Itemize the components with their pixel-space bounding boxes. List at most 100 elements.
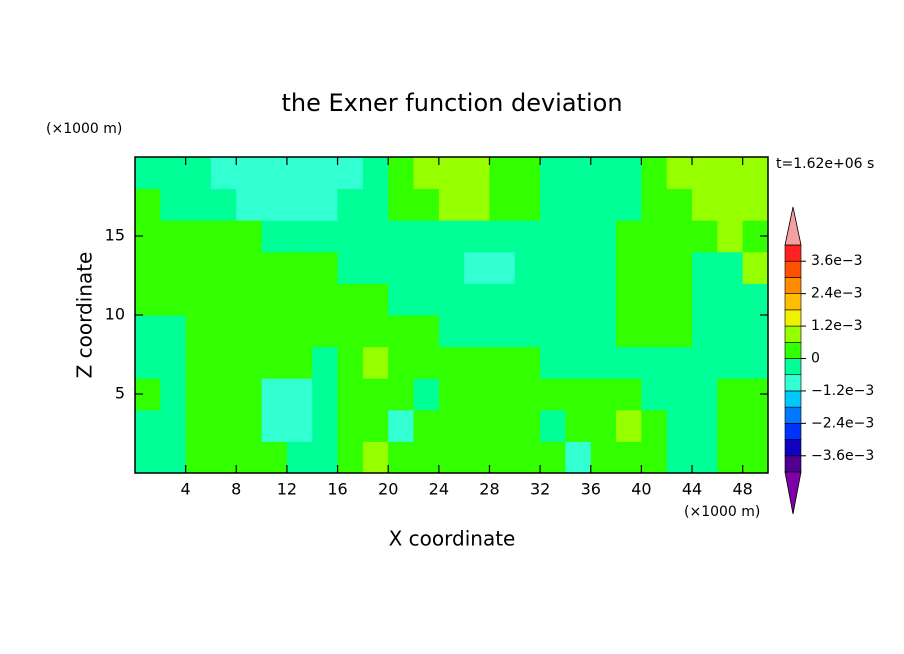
- x-tick-label: 32: [530, 480, 550, 499]
- contour-cell: [717, 157, 744, 190]
- contour-cell: [185, 315, 212, 348]
- contour-cell: [388, 220, 415, 253]
- contour-cell: [286, 315, 313, 348]
- contour-cell: [413, 315, 440, 348]
- contour-cell: [337, 315, 364, 348]
- time-label: t=1.62e+06 s: [776, 156, 874, 172]
- contour-cell: [286, 251, 313, 284]
- colorbar-box: [784, 358, 802, 376]
- contour-cell: [692, 441, 718, 474]
- contour-cell: [362, 409, 389, 442]
- contour-cell: [565, 157, 592, 190]
- contour-cell: [616, 346, 642, 379]
- contour-cell: [210, 188, 237, 221]
- contour-cell: [261, 251, 288, 284]
- x-tick-label: 8: [231, 480, 241, 499]
- contour-cell: [514, 409, 541, 442]
- contour-cell: [160, 188, 187, 221]
- contour-cell: [616, 315, 642, 348]
- x-unit: (×1000 m): [684, 504, 760, 520]
- contour-cell: [742, 315, 769, 348]
- contour-cell: [135, 251, 161, 284]
- contour-cell: [160, 409, 187, 442]
- contour-cell: [717, 441, 744, 474]
- contour-cell: [337, 251, 364, 284]
- contour-cell: [135, 315, 161, 348]
- contour-cell: [210, 346, 237, 379]
- contour-cell: [590, 283, 617, 316]
- contour-cell: [362, 157, 389, 190]
- contour-cell: [438, 220, 465, 253]
- contour-cell: [590, 378, 617, 411]
- contour-cell: [742, 188, 769, 221]
- contour-cell: [286, 441, 313, 474]
- contour-cell: [565, 220, 592, 253]
- contour-cell: [362, 220, 389, 253]
- contour-cell: [160, 157, 187, 190]
- contour-cell: [590, 409, 617, 442]
- contour-cell: [236, 251, 263, 284]
- colorbar-box: [784, 455, 802, 473]
- contour-cell: [464, 188, 490, 221]
- contour-cell: [312, 157, 339, 190]
- contour-cell: [413, 157, 440, 190]
- contour-cell: [438, 251, 465, 284]
- contour-cell: [312, 220, 339, 253]
- contour-cell: [540, 157, 566, 190]
- colorbar-tick-label: 2.4e−3: [811, 286, 863, 302]
- contour-cell: [337, 441, 364, 474]
- contour-cell: [185, 409, 212, 442]
- colorbar-tick-label: 0: [811, 351, 820, 367]
- x-tick-label: 20: [378, 480, 398, 499]
- colorbar-box: [784, 325, 802, 343]
- contour-cell: [135, 283, 161, 316]
- contour-cell: [160, 251, 187, 284]
- contour-cell: [514, 157, 541, 190]
- contour-cell: [641, 378, 668, 411]
- colorbar-box: [784, 374, 802, 392]
- contour-cell: [464, 441, 490, 474]
- contour-cell: [742, 283, 769, 316]
- contour-cell: [160, 441, 187, 474]
- colorbar-extend-bottom: [784, 471, 802, 515]
- contour-cell: [464, 283, 490, 316]
- contour-cell: [286, 409, 313, 442]
- contour-cell: [438, 157, 465, 190]
- contour-cell: [641, 283, 668, 316]
- contour-cell: [236, 157, 263, 190]
- contour-cell: [540, 378, 566, 411]
- contour-cell: [489, 409, 516, 442]
- contour-cell: [514, 346, 541, 379]
- contour-cell: [514, 251, 541, 284]
- contour-cell: [692, 409, 718, 442]
- field: [135, 157, 769, 474]
- contour-cell: [692, 315, 718, 348]
- contour-cell: [286, 378, 313, 411]
- contour-cell: [565, 315, 592, 348]
- contour-cell: [388, 188, 415, 221]
- contour-cell: [514, 283, 541, 316]
- contour-cell: [261, 346, 288, 379]
- contour-cell: [337, 220, 364, 253]
- y-axis-title: Z coordinate: [73, 252, 97, 379]
- contour-cell: [717, 188, 744, 221]
- contour-cell: [565, 409, 592, 442]
- contour-cell: [160, 315, 187, 348]
- contour-cell: [540, 346, 566, 379]
- contour-cell: [135, 157, 161, 190]
- colorbar-box: [784, 293, 802, 311]
- contour-cell: [742, 346, 769, 379]
- contour-cell: [236, 378, 263, 411]
- contour-cell: [286, 220, 313, 253]
- contour-cell: [312, 315, 339, 348]
- colorbar-tick-label: 1.2e−3: [811, 318, 863, 334]
- contour-cell: [565, 188, 592, 221]
- contour-cell: [666, 220, 693, 253]
- contour-cell: [666, 283, 693, 316]
- contour-cell: [489, 441, 516, 474]
- x-tick-label: 44: [682, 480, 702, 499]
- contour-cell: [388, 378, 415, 411]
- contour-cell: [312, 251, 339, 284]
- contour-cell: [641, 251, 668, 284]
- x-tick-label: 28: [479, 480, 499, 499]
